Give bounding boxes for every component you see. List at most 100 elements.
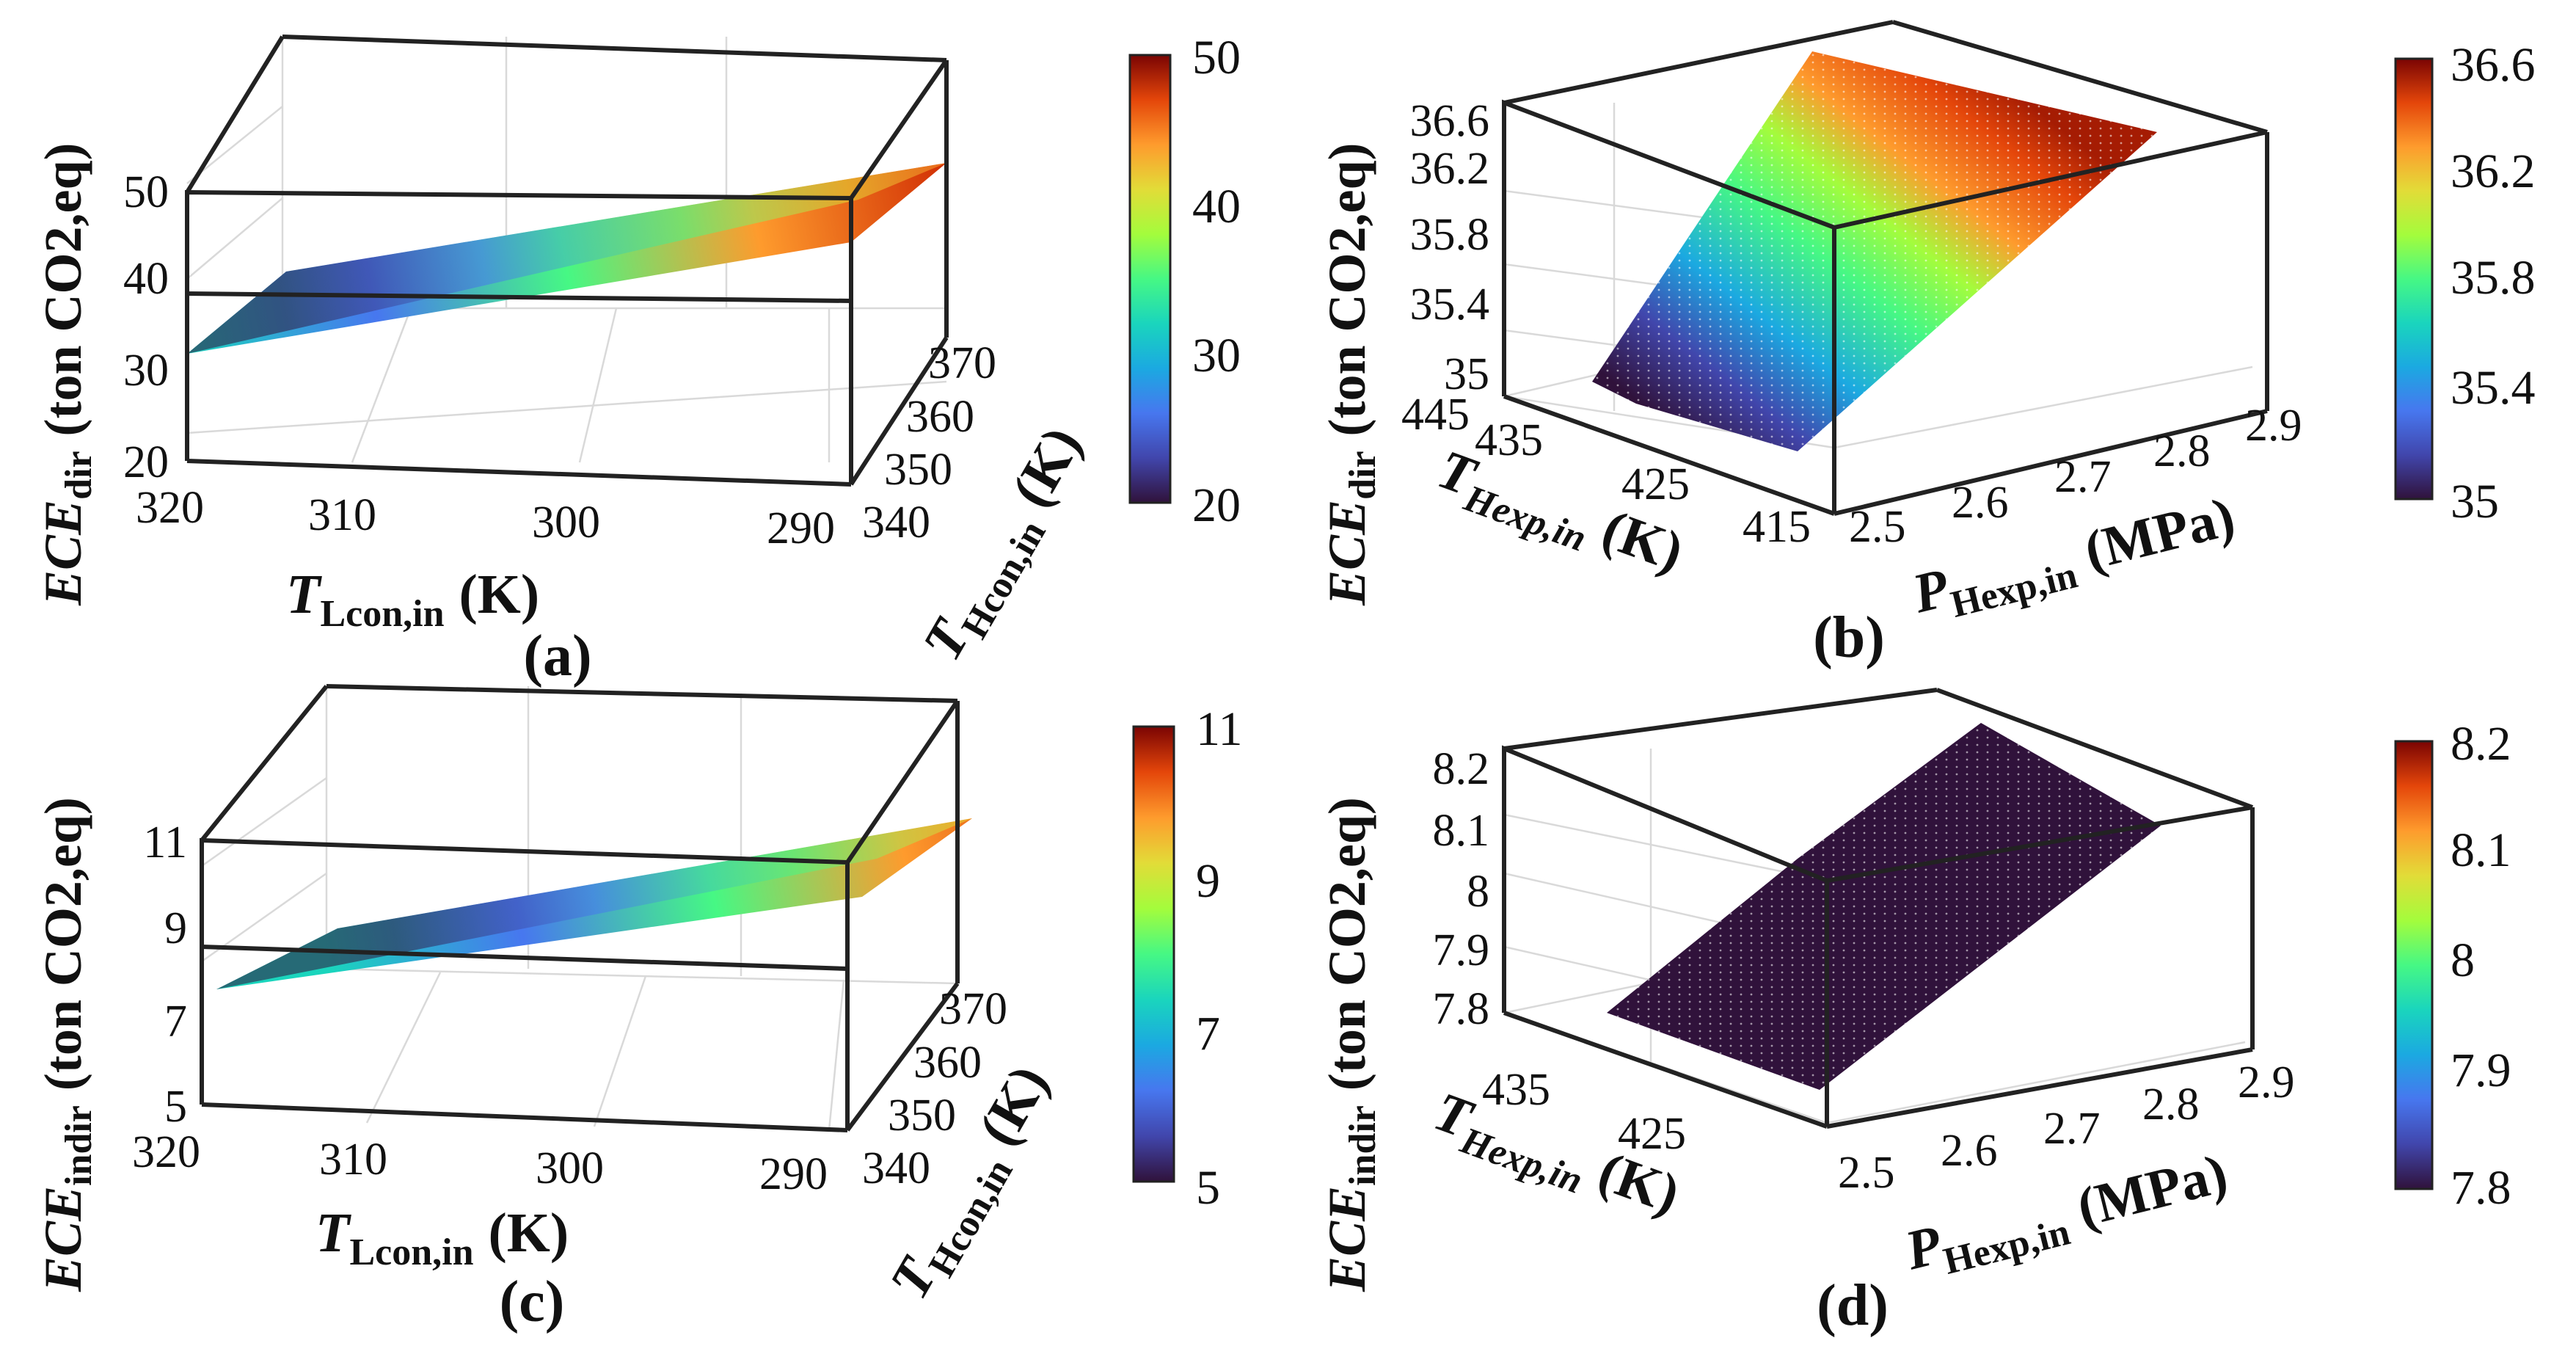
panel-d-zticks: 7.8 7.9 8 8.1 8.2 xyxy=(1433,744,1490,1034)
panel-c-xtick-3: 290 xyxy=(759,1149,828,1199)
svg-text:8.1: 8.1 xyxy=(2451,823,2511,877)
panel-c-xlabel: TLcon,in (K) xyxy=(315,1202,569,1273)
panel-b-yticks: 2.5 2.6 2.7 2.8 2.9 xyxy=(1849,401,2302,552)
svg-text:8: 8 xyxy=(2451,934,2475,987)
panel-b-zlabel: ECEdir(ton CO2,eq) xyxy=(1318,142,1384,606)
panel-c-ztick-2: 9 xyxy=(164,903,187,953)
panel-b-colorbar-ticks: 36.6 36.2 35.8 35.4 35 xyxy=(2451,38,2536,528)
panel-b-zticks: 35 35.4 35.8 36.2 36.6 xyxy=(1410,96,1490,399)
panel-d-ztick-2: 8 xyxy=(1467,867,1489,917)
panel-c-zlabel: ECEindir(ton CO2,eq) xyxy=(34,797,100,1292)
panel-d-colorbar xyxy=(2394,740,2434,1190)
panel-a-frame xyxy=(185,34,949,487)
svg-text:7.9: 7.9 xyxy=(2451,1044,2511,1097)
panel-b: 35 35.4 35.8 36.2 36.6 445 435 425 415 2… xyxy=(1318,20,2536,670)
svg-text:30: 30 xyxy=(1192,329,1241,382)
panel-b-frame xyxy=(1502,20,2269,516)
panel-b-ztick-0: 35 xyxy=(1444,349,1489,399)
panel-a-xtick-3: 290 xyxy=(767,503,835,553)
panel-c-ytick-0: 340 xyxy=(862,1143,930,1193)
panel-d-xlabel: THexp,in(K) xyxy=(1423,1080,1687,1234)
panel-a-ztick-1: 30 xyxy=(123,346,169,396)
svg-text:35.4: 35.4 xyxy=(2451,361,2536,415)
panel-a-ytick-0: 340 xyxy=(862,498,930,547)
panel-b-colorbar xyxy=(2394,57,2434,501)
panel-a-ztick-0: 20 xyxy=(123,437,169,487)
panel-b-letter: (b) xyxy=(1813,605,1885,670)
panel-a-colorbar-ticks: 50 40 30 20 xyxy=(1192,31,1241,532)
panel-c-ztick-0: 5 xyxy=(164,1082,187,1132)
panel-a-ytick-3: 370 xyxy=(928,338,996,388)
svg-text:9: 9 xyxy=(1196,854,1220,908)
panel-d-xticks: 435 425 xyxy=(1482,1065,1686,1159)
panel-b-xticks: 445 435 425 415 xyxy=(1401,390,1811,552)
panel-c-ytick-2: 360 xyxy=(913,1038,982,1088)
panel-c-ztick-1: 7 xyxy=(164,997,187,1047)
panel-d: 7.8 7.9 8 8.1 8.2 435 425 2.5 2.6 2.7 2.… xyxy=(1318,688,2511,1338)
panel-a-ytick-1: 350 xyxy=(884,445,952,495)
panel-a-ytick-2: 360 xyxy=(906,392,974,442)
svg-text:35.8: 35.8 xyxy=(2451,251,2536,305)
panel-c-ztick-3: 11 xyxy=(143,818,187,867)
panel-c-xticks: 320 310 300 290 xyxy=(132,1127,828,1199)
svg-text:36.2: 36.2 xyxy=(2451,145,2536,198)
panel-a-xticks: 320 310 300 290 xyxy=(136,483,835,553)
panel-b-ztick-1: 35.4 xyxy=(1410,280,1490,330)
panel-c-xtick-2: 300 xyxy=(536,1143,604,1193)
panel-b-ytick-2: 2.7 xyxy=(2054,452,2112,502)
svg-text:11: 11 xyxy=(1196,702,1243,756)
panel-d-ytick-4: 2.9 xyxy=(2238,1058,2295,1107)
panel-d-letter: (d) xyxy=(1817,1273,1889,1338)
panel-c-letter: (c) xyxy=(500,1270,565,1334)
panel-c-ytick-3: 370 xyxy=(939,984,1007,1034)
panel-a-surface-top xyxy=(187,163,946,354)
panel-b-ytick-4: 2.9 xyxy=(2245,401,2302,451)
panel-b-ytick-1: 2.6 xyxy=(1952,478,2009,528)
panel-d-xtick-0: 435 xyxy=(1482,1065,1550,1115)
panel-c-xtick-1: 310 xyxy=(319,1135,387,1185)
panel-d-ztick-4: 8.2 xyxy=(1433,744,1490,794)
panel-a: 20 30 40 50 320 310 300 290 340 350 360 … xyxy=(34,31,1241,688)
panel-c-colorbar xyxy=(1132,725,1175,1183)
panel-b-ztick-2: 35.8 xyxy=(1410,210,1490,260)
panel-b-ztick-4: 36.6 xyxy=(1410,96,1490,146)
panel-b-xtick-1: 435 xyxy=(1475,415,1543,465)
panel-c-colorbar-ticks: 11 9 7 5 xyxy=(1196,702,1243,1215)
panel-d-ztick-3: 8.1 xyxy=(1433,806,1490,856)
panel-a-xtick-1: 310 xyxy=(308,490,376,540)
svg-text:8.2: 8.2 xyxy=(2451,717,2511,771)
panel-a-xtick-2: 300 xyxy=(532,498,600,547)
panel-b-ztick-3: 36.2 xyxy=(1410,144,1490,194)
panel-d-ztick-0: 7.8 xyxy=(1433,984,1490,1034)
svg-text:7: 7 xyxy=(1196,1007,1220,1060)
panel-d-zlabel: ECEindir(ton CO2,eq) xyxy=(1318,797,1384,1292)
svg-text:35: 35 xyxy=(2451,475,2499,528)
panel-c-gridlines xyxy=(201,686,958,1131)
panel-b-xtick-2: 425 xyxy=(1621,459,1690,509)
panel-a-xlabel: TLcon,in (K) xyxy=(286,564,539,635)
panel-c-xtick-0: 320 xyxy=(132,1127,200,1177)
svg-text:7.8: 7.8 xyxy=(2451,1161,2511,1215)
svg-text:5: 5 xyxy=(1196,1161,1220,1215)
panel-b-ytick-3: 2.8 xyxy=(2153,426,2211,476)
svg-text:50: 50 xyxy=(1192,31,1241,84)
panel-d-ztick-1: 7.9 xyxy=(1433,925,1490,975)
svg-text:20: 20 xyxy=(1192,479,1241,532)
panel-c-ytick-1: 350 xyxy=(888,1091,956,1140)
panel-a-yticks: 340 350 360 370 xyxy=(862,338,996,547)
panel-d-ytick-2: 2.7 xyxy=(2043,1104,2101,1154)
svg-text:40: 40 xyxy=(1192,180,1241,233)
panel-c: 5 7 9 11 320 310 300 290 340 350 360 370… xyxy=(34,684,1243,1334)
panel-d-ytick-1: 2.6 xyxy=(1941,1126,1998,1176)
panel-c-frame xyxy=(200,684,960,1132)
panel-d-ytick-0: 2.5 xyxy=(1838,1148,1895,1198)
panel-b-ytick-0: 2.5 xyxy=(1849,502,1906,552)
panel-a-xtick-0: 320 xyxy=(136,483,204,533)
panel-a-ztick-3: 50 xyxy=(123,167,169,217)
panel-d-colorbar-ticks: 8.2 8.1 8 7.9 7.8 xyxy=(2451,717,2511,1215)
panel-d-frame xyxy=(1502,688,2255,1129)
panel-d-yticks: 2.5 2.6 2.7 2.8 2.9 xyxy=(1838,1058,2295,1198)
panel-b-xtick-3: 415 xyxy=(1743,502,1811,552)
panel-a-zlabel: ECEdir(ton CO2,eq) xyxy=(34,142,100,606)
